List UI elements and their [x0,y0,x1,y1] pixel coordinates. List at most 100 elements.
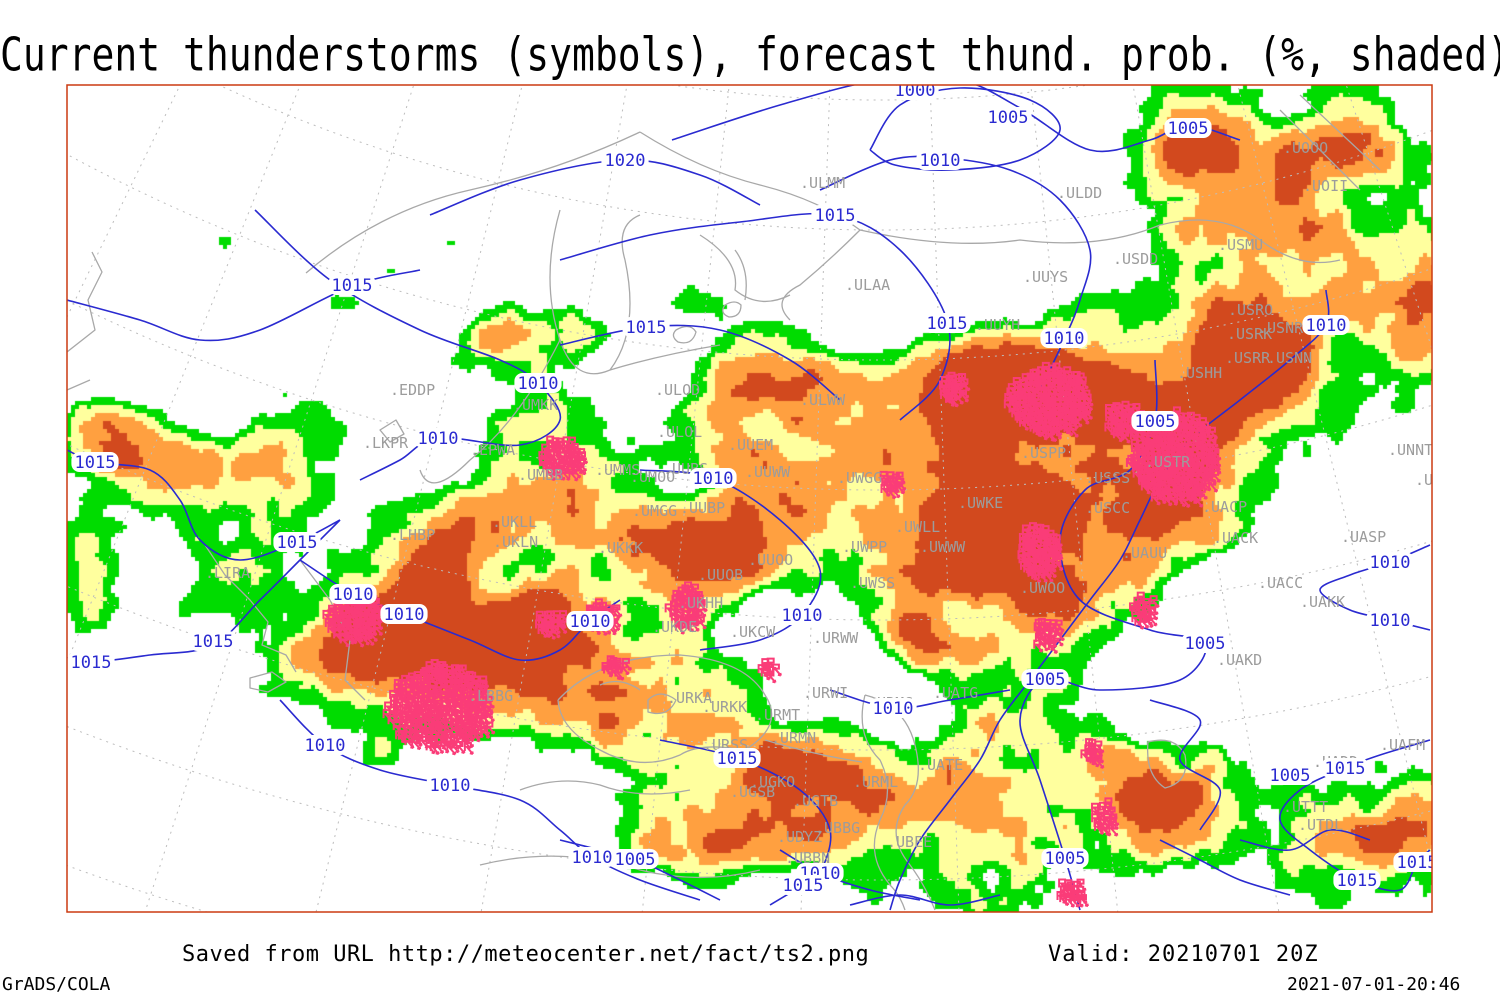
isobar-label-box [566,611,614,631]
isobar-label-box [778,605,826,625]
isobar-label: 1010 [873,699,914,719]
isobar-label: 1010 [920,151,961,171]
station-label: .UUEM [728,436,773,454]
station-label: .UUOB [698,566,743,584]
storm-symbol-cluster [1003,361,1094,443]
isobar-label-box [426,775,474,795]
station-label: .UNBB [1415,471,1460,489]
coastline [859,219,1341,264]
isobar-label: 1010 [693,469,734,489]
isobar-line [559,324,841,401]
station-label: .UBBN [785,849,830,867]
station-label: .URMN [771,729,816,747]
station-label: .UKHH [678,594,723,612]
coastline [519,780,691,795]
storm-symbol-cluster [1017,522,1064,584]
isobar-label-box [622,317,670,337]
graticule-parallel [67,299,1432,490]
storm-symbol-cluster [879,470,907,500]
isobar-labels-layer: 1000100510051005100510051005100510051010… [67,85,1438,896]
coastline [249,671,287,693]
station-label: .UAKK [1300,593,1345,611]
isobar-line [1239,829,1371,851]
grads-credit-text: GrADS/COLA [2,974,111,995]
isobar-label-box [329,584,377,604]
isobar-label-box [328,275,376,295]
isobar-label: 1005 [1185,634,1226,654]
isobar-label-box [1131,411,1179,431]
station-label: .LIRA [205,564,250,582]
station-label: .URML [853,773,898,791]
isobar-label: 1015 [1337,871,1378,891]
station-label: .UAUU [1122,544,1167,562]
coastline [647,693,677,715]
graticule-meridian [144,85,415,912]
graticule-meridian [1450,0,1500,987]
station-label: .USTR [1145,453,1191,471]
station-label: .ULWW [800,391,846,409]
station-label: .UKLL [492,513,537,531]
station-label: .UMGG [632,502,677,520]
isobar-label: 1010 [430,776,471,796]
storm-symbol-cluster [535,610,569,640]
station-label: .UAKD [1217,651,1262,669]
station-label: .UASP [1341,528,1386,546]
station-label: .USDD [1113,250,1158,268]
isobar-label: 1010 [570,612,611,632]
isobar-label-box [891,85,939,100]
isobar-label-box [869,698,917,718]
storm-symbol-cluster [1129,591,1160,630]
graticule-meridian [1367,0,1500,1000]
station-label: .USHH [1177,364,1222,382]
station-label: .LBBG [468,687,513,705]
station-label: .UKDE [652,618,697,636]
graticule-parallel [67,153,1432,360]
isobar-label: 1015 [1397,853,1438,873]
station-label: .USRO [1228,301,1273,319]
station-label: .URMT [755,706,800,724]
graticule-meridian [67,85,181,319]
isobar-label-box [923,313,971,333]
isobar-line [829,689,1011,710]
isobar-line [1149,699,1222,831]
station-label: .ULMM [800,174,845,192]
station-label: .UKKK [598,539,643,557]
isobar-label-box [189,631,237,651]
isobar-label-box [1040,328,1088,348]
station-label: .UUBP [680,499,725,517]
station-label: .URWW [813,629,859,647]
isobar-label: 1010 [384,605,425,625]
isobar-label: 1010 [782,606,823,626]
isobar-label: 1015 [75,453,116,473]
isobar-label-box [301,735,349,755]
coastline [861,694,906,911]
isobar-label-box [1333,870,1381,890]
station-label: .UWPP [842,538,887,556]
isobar-label: 1010 [572,848,613,868]
isobar-label-box [916,150,964,170]
graticule-parallel [67,443,1432,620]
isobar-label: 1015 [193,632,234,652]
isobar-label: 1015 [277,533,318,553]
timestamp-text: 2021-07-01-20:46 [1287,974,1461,995]
station-label: .ULDD [1057,184,1102,202]
isobar-label-box [811,205,859,225]
station-label: .UACK [1213,529,1258,547]
station-label: .UATG [933,684,978,702]
isobar-label-box [611,849,659,869]
isobar-label-box [1181,633,1229,653]
coastline [1279,94,1381,191]
station-label: .UWSS [850,574,895,592]
coastline [479,855,761,879]
isobar-label-box [67,652,115,672]
coastline [599,680,641,691]
station-label: .UMOO [630,468,675,486]
station-label: .URKK [702,698,747,716]
isobar-label: 1010 [518,374,559,394]
station-label: .UBBG [815,819,860,837]
isobar-label-box [1164,118,1212,138]
thunderstorm-symbol [1033,639,1044,653]
